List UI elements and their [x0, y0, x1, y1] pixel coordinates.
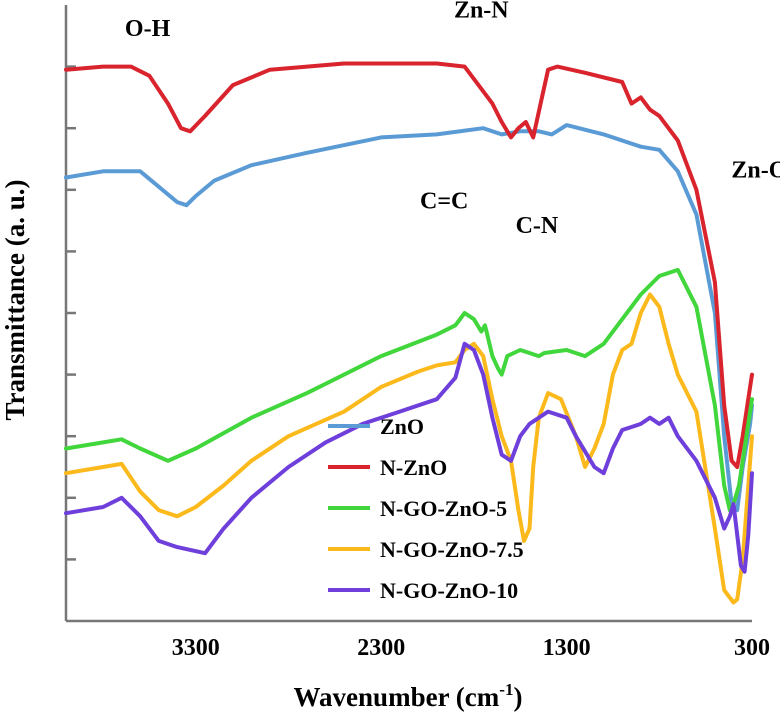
x-tick-label: 3300	[172, 635, 220, 661]
legend-label: N-GO-ZnO-5	[380, 496, 507, 521]
y-ticks	[66, 65, 76, 561]
series-line-zno	[64, 123, 754, 513]
x-tick-labels: 3300 2300 1300 300	[172, 635, 770, 661]
series-layer	[64, 61, 754, 605]
y-axis-title: Transmittance (a. u.)	[0, 180, 30, 421]
series-line-n-go-zno-7-5	[64, 292, 754, 605]
axes	[64, 5, 752, 623]
annotation-label: Zn-N	[454, 0, 509, 23]
series-line-n-go-zno-5	[64, 267, 754, 513]
x-tick-label: 1300	[543, 635, 591, 661]
legend: ZnO N-ZnO N-GO-ZnO-5 N-GO-ZnO-7.5 N-GO-ZnO-1…	[328, 414, 524, 603]
series-line-n-zno	[64, 61, 754, 469]
legend-label: N-GO-ZnO-10	[380, 578, 518, 603]
legend-label: N-GO-ZnO-7.5	[380, 537, 524, 562]
legend-label: ZnO	[380, 414, 424, 439]
annotation-label: Zn-O	[731, 157, 780, 183]
annotations: O-H Zn-N Zn-O C=C C-N	[125, 0, 780, 239]
x-axis-title: Wavenumber (cm-1)	[294, 680, 523, 712]
x-tick-label: 300	[734, 635, 770, 661]
annotation-label: O-H	[125, 16, 171, 42]
x-tick-label: 2300	[357, 635, 405, 661]
legend-label: N-ZnO	[380, 455, 447, 480]
series-line-n-go-zno-10	[64, 341, 754, 574]
annotation-label: C=C	[420, 188, 468, 214]
annotation-label: C-N	[516, 213, 559, 239]
